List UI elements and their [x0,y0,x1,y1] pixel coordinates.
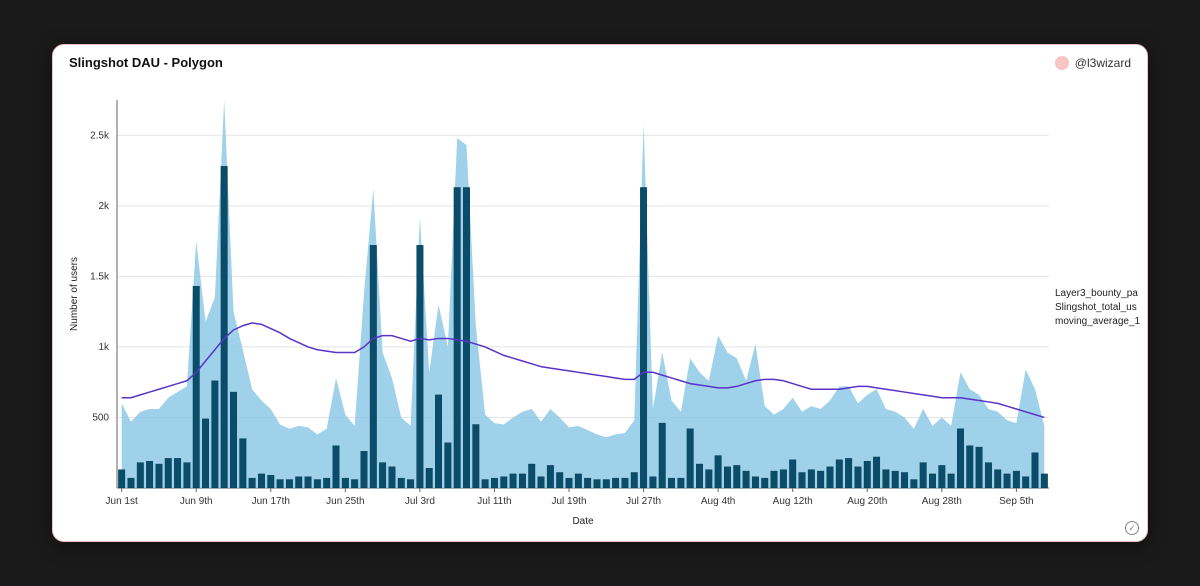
user-avatar-icon [1055,56,1069,70]
svg-text:Date: Date [572,516,594,527]
svg-text:Jun 1st: Jun 1st [106,496,138,507]
legend-item[interactable]: moving_average_1 [1055,316,1141,328]
verified-icon: ✓ [1125,521,1139,535]
user-badge[interactable]: @l3wizard [1055,56,1131,70]
legend-label: Slingshot_total_us [1055,302,1137,314]
svg-text:1.5k: 1.5k [90,271,110,282]
svg-text:500: 500 [92,412,109,423]
svg-text:Jul 27th: Jul 27th [626,496,661,507]
svg-text:Jul 11th: Jul 11th [477,496,511,507]
svg-text:Jun 17th: Jun 17th [252,496,290,507]
legend-label: Layer3_bounty_pa [1055,288,1138,300]
svg-text:1k: 1k [98,342,110,353]
card-header: Slingshot DAU - Polygon @l3wizard [53,45,1147,76]
chart-card: Slingshot DAU - Polygon @l3wizard 500 1k 1… [52,44,1148,542]
svg-text:Jul 19th: Jul 19th [552,496,587,507]
svg-text:Sep 5th: Sep 5th [999,496,1033,507]
legend: Layer3_bounty_pa Slingshot_total_usmoving… [1055,288,1141,330]
svg-text:Aug 20th: Aug 20th [847,496,887,507]
chart-svg: 500 1k 1.5k 2k 2.5k Jun 1st Jun 9th Jun 17th Jun… [57,76,1145,532]
svg-text:Jul 3rd: Jul 3rd [405,496,435,507]
svg-text:Aug 28th: Aug 28th [922,496,962,507]
svg-text:2k: 2k [98,201,110,212]
svg-text:Aug 4th: Aug 4th [701,496,735,507]
svg-text:2.5k: 2.5k [90,130,110,141]
chart-title: Slingshot DAU - Polygon [69,55,223,70]
svg-text:Jun 9th: Jun 9th [180,496,213,507]
legend-item[interactable]: Slingshot_total_us [1055,302,1141,314]
user-handle: @l3wizard [1075,56,1131,70]
chart-body: 500 1k 1.5k 2k 2.5k Jun 1st Jun 9th Jun 17th Jun… [53,76,1147,541]
svg-text:Jun 25th: Jun 25th [326,496,364,507]
legend-label: moving_average_1 [1055,316,1140,328]
svg-text:Number of users: Number of users [69,257,80,331]
svg-text:Aug 12th: Aug 12th [773,496,813,507]
legend-item[interactable]: Layer3_bounty_pa [1055,288,1141,300]
